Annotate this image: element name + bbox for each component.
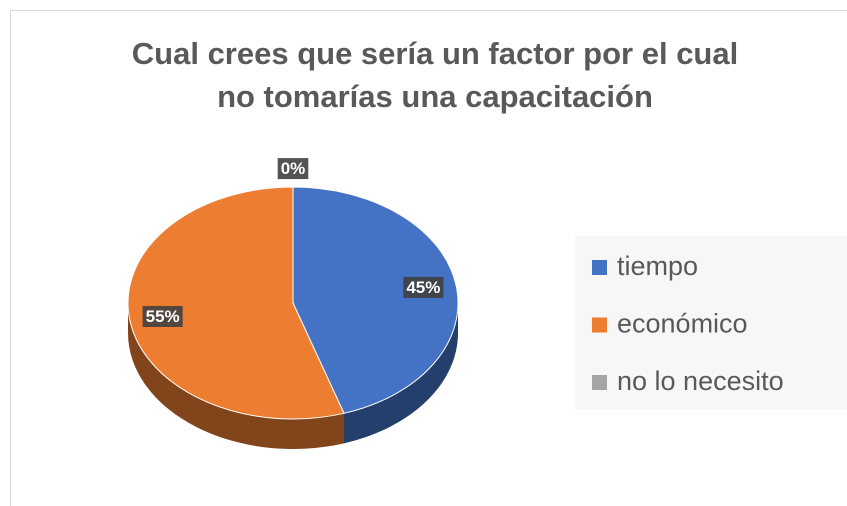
legend-swatch [592, 260, 607, 275]
legend-label: no lo necesito [617, 366, 784, 396]
chart-title: Cual crees que sería un factor por el cu… [131, 36, 739, 114]
legend-label: económico [617, 309, 748, 339]
legend-box [575, 236, 847, 410]
chart-frame [10, 10, 847, 506]
data-label: 55% [146, 307, 180, 326]
slice [292, 186, 459, 414]
data-label: 45% [406, 278, 440, 297]
data-label-bg [403, 276, 444, 298]
data-label-bg [277, 158, 309, 180]
legend-swatch [592, 375, 607, 390]
slice-side [128, 303, 344, 449]
legend-swatch [592, 317, 607, 333]
legend-label: tiempo [617, 251, 698, 281]
slice-side [343, 303, 458, 444]
data-label: 0% [281, 159, 306, 178]
slice [127, 186, 345, 420]
data-label-bg [142, 306, 183, 328]
